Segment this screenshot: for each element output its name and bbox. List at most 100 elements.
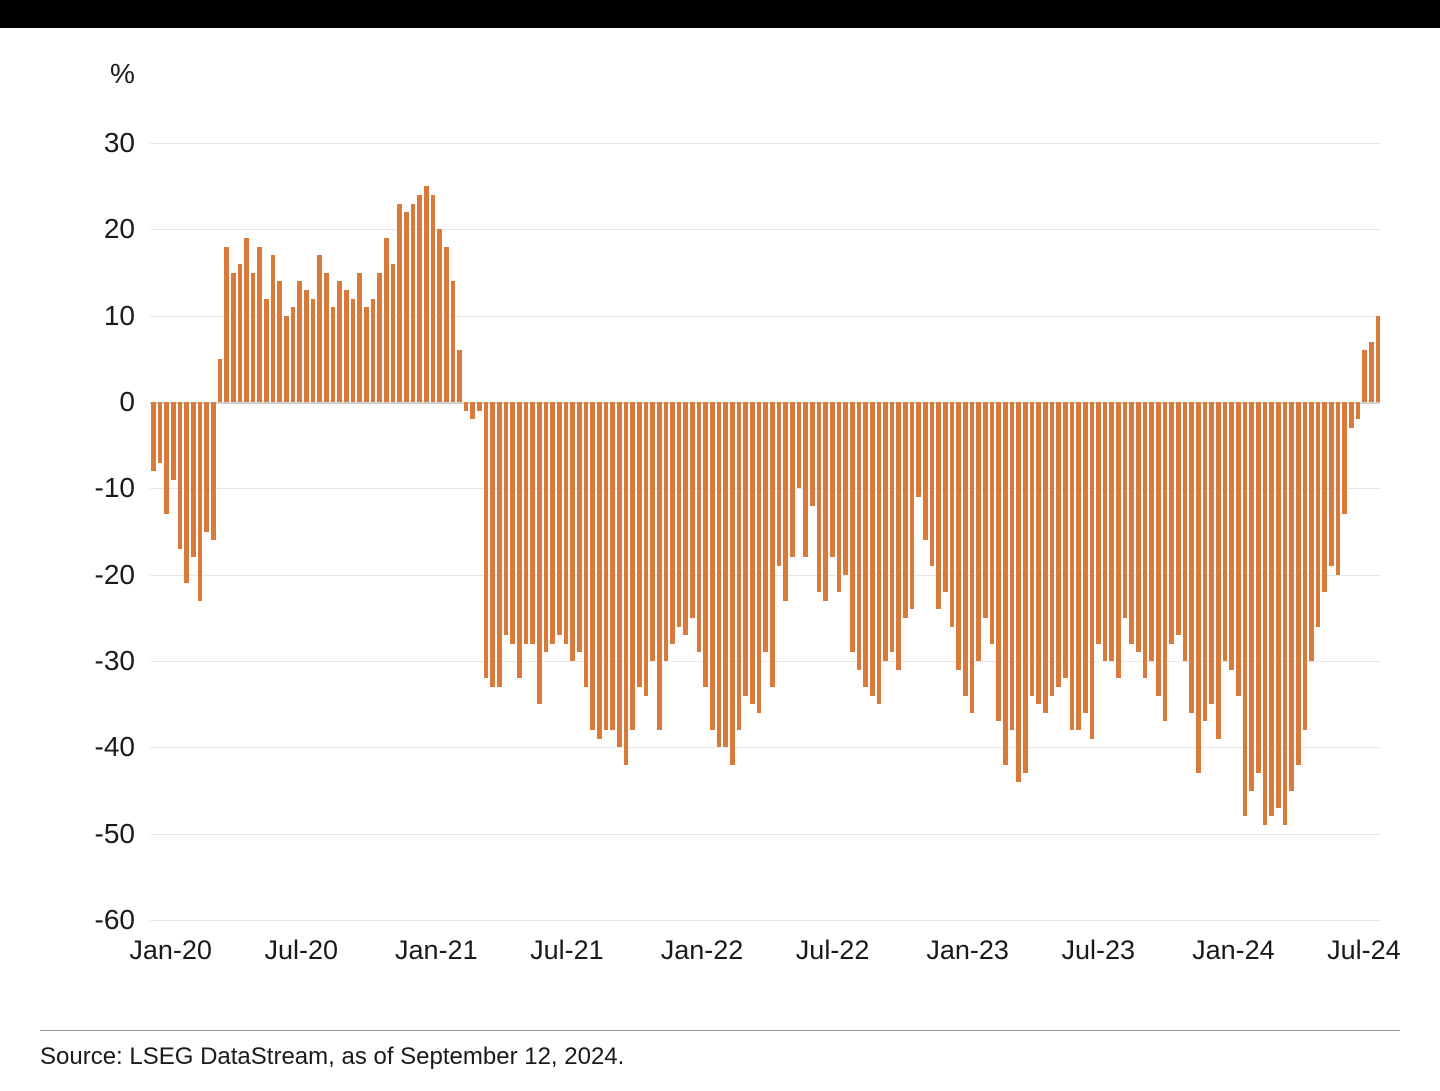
bar	[863, 402, 868, 687]
bar	[996, 402, 1001, 721]
bar-slot	[849, 100, 856, 920]
bar	[737, 402, 742, 730]
bar-slot	[1082, 100, 1089, 920]
bar-slot	[529, 100, 536, 920]
bar-slot	[430, 100, 437, 920]
bar-slot	[1162, 100, 1169, 920]
bar	[424, 186, 429, 402]
bar-slot	[1089, 100, 1096, 920]
bar	[783, 402, 788, 601]
bar	[411, 204, 416, 403]
bar-slot	[503, 100, 510, 920]
bar	[1296, 402, 1301, 765]
bar	[1030, 402, 1035, 695]
bar	[151, 402, 156, 471]
bar	[431, 195, 436, 402]
bar	[337, 281, 342, 402]
bar	[1209, 402, 1214, 704]
bar-slot	[1029, 100, 1036, 920]
bar-slot	[283, 100, 290, 920]
bar-slot	[157, 100, 164, 920]
bar-slot	[882, 100, 889, 920]
y-tick-label: -30	[95, 645, 135, 677]
bar	[936, 402, 941, 609]
bar-slot	[802, 100, 809, 920]
y-tick-label: -10	[95, 472, 135, 504]
bar-slot	[1022, 100, 1029, 920]
x-tick-label: Jul-23	[1061, 935, 1135, 966]
bar	[304, 290, 309, 402]
bar	[697, 402, 702, 652]
bar-slot	[1275, 100, 1282, 920]
bar	[517, 402, 522, 678]
bar	[1243, 402, 1248, 816]
bar-slot	[915, 100, 922, 920]
bar-slot	[1148, 100, 1155, 920]
bar-slot	[1035, 100, 1042, 920]
bar	[1196, 402, 1201, 773]
bar	[178, 402, 183, 549]
bar	[1063, 402, 1068, 678]
bar-slot	[1202, 100, 1209, 920]
bar	[1156, 402, 1161, 695]
bar-slot	[1282, 100, 1289, 920]
bar-slot	[1322, 100, 1329, 920]
bar	[644, 402, 649, 695]
bar-slot	[842, 100, 849, 920]
bar	[1163, 402, 1168, 721]
bar-slot	[350, 100, 357, 920]
bar	[344, 290, 349, 402]
bar-slot	[1055, 100, 1062, 920]
bar	[537, 402, 542, 704]
bar-slot	[1168, 100, 1175, 920]
bar	[923, 402, 928, 540]
bar	[730, 402, 735, 765]
bar-slot	[316, 100, 323, 920]
bar-slot	[263, 100, 270, 920]
bar	[857, 402, 862, 670]
bar	[497, 402, 502, 687]
bar	[490, 402, 495, 687]
bar	[896, 402, 901, 670]
bar	[837, 402, 842, 592]
y-tick-label: -60	[95, 904, 135, 936]
bar-slot	[1135, 100, 1142, 920]
bar-slot	[789, 100, 796, 920]
bar-slot	[1175, 100, 1182, 920]
bar-slot	[1188, 100, 1195, 920]
bar	[590, 402, 595, 730]
bar-slot	[1122, 100, 1129, 920]
x-tick-label: Jul-21	[530, 935, 604, 966]
bar-slot	[769, 100, 776, 920]
bar-slot	[343, 100, 350, 920]
bar-slot	[909, 100, 916, 920]
bar-slot	[809, 100, 816, 920]
bar	[1176, 402, 1181, 635]
bar	[404, 212, 409, 402]
bar-slot	[163, 100, 170, 920]
bar-slot	[776, 100, 783, 920]
bar	[1342, 402, 1347, 514]
bar	[477, 402, 482, 411]
grid-line	[150, 920, 1380, 921]
bar-slot	[336, 100, 343, 920]
bar	[1143, 402, 1148, 678]
bar	[657, 402, 662, 730]
bar	[198, 402, 203, 601]
bar-slot	[729, 100, 736, 920]
bar-slot	[230, 100, 237, 920]
bar-slot	[1328, 100, 1335, 920]
bar	[331, 307, 336, 402]
bar-slot	[356, 100, 363, 920]
bar-slot	[323, 100, 330, 920]
bar	[610, 402, 615, 730]
bar-slot	[696, 100, 703, 920]
bar	[877, 402, 882, 704]
bar-slot	[416, 100, 423, 920]
bar	[1276, 402, 1281, 808]
bar	[797, 402, 802, 488]
bar	[1016, 402, 1021, 782]
bar-slot	[649, 100, 656, 920]
bar	[903, 402, 908, 618]
bar	[1336, 402, 1341, 575]
